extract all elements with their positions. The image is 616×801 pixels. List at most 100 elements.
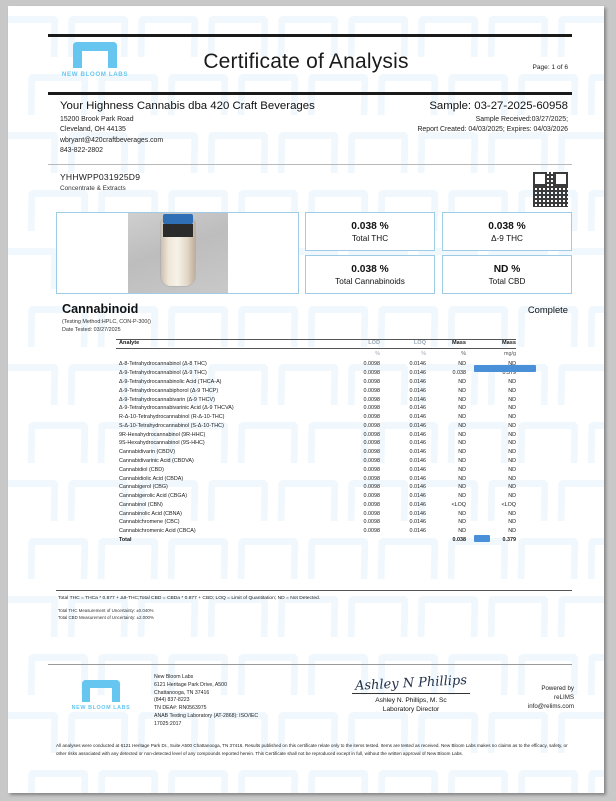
watermark-logo-icon: [8, 132, 59, 173]
col-header-loq: LOQ: [380, 340, 426, 349]
cell-loq: 0.0146: [409, 361, 427, 368]
cell-analyte: Δ-9-Tetrahydrocannabivarinic Acid (Δ-9 T…: [119, 405, 234, 412]
cell-mass-mgg: ND: [508, 422, 516, 429]
watermark-logo-icon: [587, 770, 604, 793]
watermark-logo-icon: [377, 770, 439, 793]
table-row: R-Δ-10-Tetrahydrocannabinol (R-Δ-10-THC)…: [116, 413, 516, 422]
unit-cell: %: [375, 351, 380, 357]
cell-lod: 0.0098: [363, 422, 381, 429]
cell-lod: 0.0098: [363, 528, 381, 535]
cell-mass-pct: ND: [458, 431, 466, 438]
summary-card-delta9-thc: 0.038 % Δ-9 THC: [442, 212, 572, 251]
uncertainty-cbd: Total CBD Measurement of Uncertainty: ±2…: [58, 614, 154, 620]
watermark-logo-icon: [487, 596, 549, 637]
summary-section: 0.038 % Total THC 0.038 % Δ-9 THC 0.038 …: [56, 212, 572, 294]
cell-lod: 0.0098: [363, 501, 381, 508]
cell-analyte: Cannabigerol (CBG): [119, 484, 168, 491]
cell-loq: 0.0146: [409, 493, 427, 500]
col-header-mass-pct: Mass: [426, 340, 466, 349]
cell-analyte: Cannabigerolic Acid (CBGA): [119, 493, 188, 500]
cell-lod: 0.0098: [363, 493, 381, 500]
cell-lod: 0.0098: [363, 370, 381, 377]
cell-loq: 0.0146: [409, 501, 427, 508]
cell-mass-mgg: ND: [508, 519, 516, 526]
lab-accreditation-line1: ANAB Testing Laboratory (AT-2868): ISO/I…: [154, 712, 259, 719]
client-address-line2: Cleveland, OH 44135: [60, 126, 126, 134]
table-row: Cannabinolic Acid (CBNA) 0.0098 0.0146 ND ND: [116, 509, 516, 518]
lab-dea-number: TN DEA#: RN0563975: [154, 705, 207, 712]
cell-lod: 0.0098: [363, 431, 381, 438]
cell-loq: 0.0146: [409, 414, 427, 421]
table-row: 9R-Hexahydrocannabinol (9R-HHC) 0.0098 0.0…: [116, 430, 516, 439]
cell-mass-mgg: ND: [508, 493, 516, 500]
cell-mass-mgg: ND: [508, 405, 516, 412]
table-row: S-Δ-10-Tetrahydrocannabinol (S-Δ-10-THC)…: [116, 421, 516, 430]
certificate-page: NEW BLOOM LABS Certificate of Analysis P…: [8, 6, 604, 793]
cell-loq: 0.0146: [409, 449, 427, 456]
cell-mass-mgg: ND: [508, 528, 516, 535]
table-row: Cannabidivarinic Acid (CBDVA) 0.0098 0.014…: [116, 457, 516, 466]
table-total-row: Total 0.038 0.379: [116, 536, 516, 544]
cell-loq: 0.0146: [409, 475, 427, 482]
cell-mass-mgg: ND: [508, 457, 516, 464]
table-row: Cannabigerolic Acid (CBGA) 0.0098 0.0146 ND…: [116, 492, 516, 501]
watermark-logo-icon: [27, 770, 89, 793]
table-header-row: Analyte LOD LOQ Mass Mass: [116, 340, 516, 349]
watermark-logo-icon: [8, 480, 59, 521]
signature-block: Ashley N Phillips Ashley N. Phillips, M.…: [346, 673, 476, 713]
cell-total-loq: [380, 536, 426, 544]
unit-cell: %: [461, 351, 466, 357]
client-name: Your Highness Cannabis dba 420 Craft Bev…: [60, 100, 315, 112]
cell-mass-mgg: ND: [466, 360, 516, 369]
vial-label: [170, 240, 184, 266]
table-top-rule: [116, 339, 516, 340]
cell-lod: 0.0098: [363, 361, 381, 368]
vial-cap: [162, 214, 193, 224]
powered-by-email[interactable]: info@relims.com: [527, 703, 574, 710]
sample-matrix: Concentrate & Extracts: [60, 185, 126, 192]
footer-rule: [48, 664, 572, 665]
sample-photo-background: [127, 213, 228, 293]
cell-analyte: Δ-9-Tetrahydrocannabiphorol (Δ-9 THCP): [119, 387, 219, 394]
cell-mass-pct: ND: [458, 510, 466, 517]
sample-report-dates: Report Created: 04/03/2025; Expires: 04/…: [417, 126, 568, 134]
cell-analyte: Cannabinol (CBN): [119, 501, 163, 508]
cell-mass-mgg: ND: [508, 387, 516, 394]
lab-address-block: New Bloom Labs 6121 Heritage Park Drive,…: [154, 674, 258, 729]
summary-card-total-cbd: ND % Total CBD: [442, 255, 572, 294]
cell-loq: 0.0146: [409, 484, 427, 491]
table-bottom-rule: [56, 590, 572, 591]
table-row: Δ-9-Tetrahydrocannabinol (Δ-9 THC) 0.0098…: [116, 369, 516, 378]
panel-method: (Testing Method:HPLC, CON-P-300(): [62, 319, 151, 325]
uncertainty-notes: Total THC Measurement of Uncertainty: ±0…: [58, 608, 154, 621]
watermark-logo-icon: [347, 596, 409, 637]
table-row: Δ-9-Tetrahydrocannabivarinic Acid (Δ-9 T…: [116, 404, 516, 413]
watermark-logo-icon: [167, 770, 229, 793]
qr-code-icon[interactable]: [533, 172, 568, 207]
watermark-logo-icon: [277, 596, 339, 637]
cell-analyte: Δ-9-Tetrahydrocannabinol (Δ-9 THC): [119, 370, 207, 377]
cell-analyte: Δ-9-Tetrahydrocannabivarin (Δ-9 THCV): [119, 396, 215, 403]
summary-label: Total THC: [351, 233, 389, 243]
cannabinoid-results-table: Analyte LOD LOQ Mass Mass %%% mg/g Δ-8-Tet…: [116, 340, 516, 544]
cell-mass-pct: ND: [458, 493, 466, 500]
page-number: Page: 1 of 6: [532, 64, 568, 71]
watermark-logo-icon: [8, 364, 59, 405]
client-phone: 843-822-2802: [60, 147, 103, 155]
summary-label: Δ-9 THC: [491, 233, 523, 243]
cell-loq: 0.0146: [409, 466, 427, 473]
watermark-logo-icon: [517, 770, 579, 793]
cell-mass-mgg: ND: [508, 414, 516, 421]
cell-mass-pct: <LOQ: [451, 501, 466, 508]
watermark-logo-icon: [347, 132, 409, 173]
table-row: Cannabichromenic Acid (CBCA) 0.0098 0.0146…: [116, 527, 516, 536]
watermark-logo-icon: [97, 770, 159, 793]
cell-lod: 0.0098: [363, 414, 381, 421]
table-row: Δ-8-Tetrahydrocannabinol (Δ-8 THC) 0.0098…: [116, 360, 516, 369]
summary-card-total-cannabinoids: 0.038 % Total Cannabinoids: [305, 255, 435, 294]
concentration-bar: [474, 534, 491, 542]
cell-loq: 0.0146: [409, 457, 427, 464]
page-title: Certificate of Analysis: [203, 50, 409, 73]
cell-analyte: S-Δ-10-Tetrahydrocannabinol (S-Δ-10-THC): [119, 422, 224, 429]
signer-role: Laboratory Director: [382, 706, 440, 713]
